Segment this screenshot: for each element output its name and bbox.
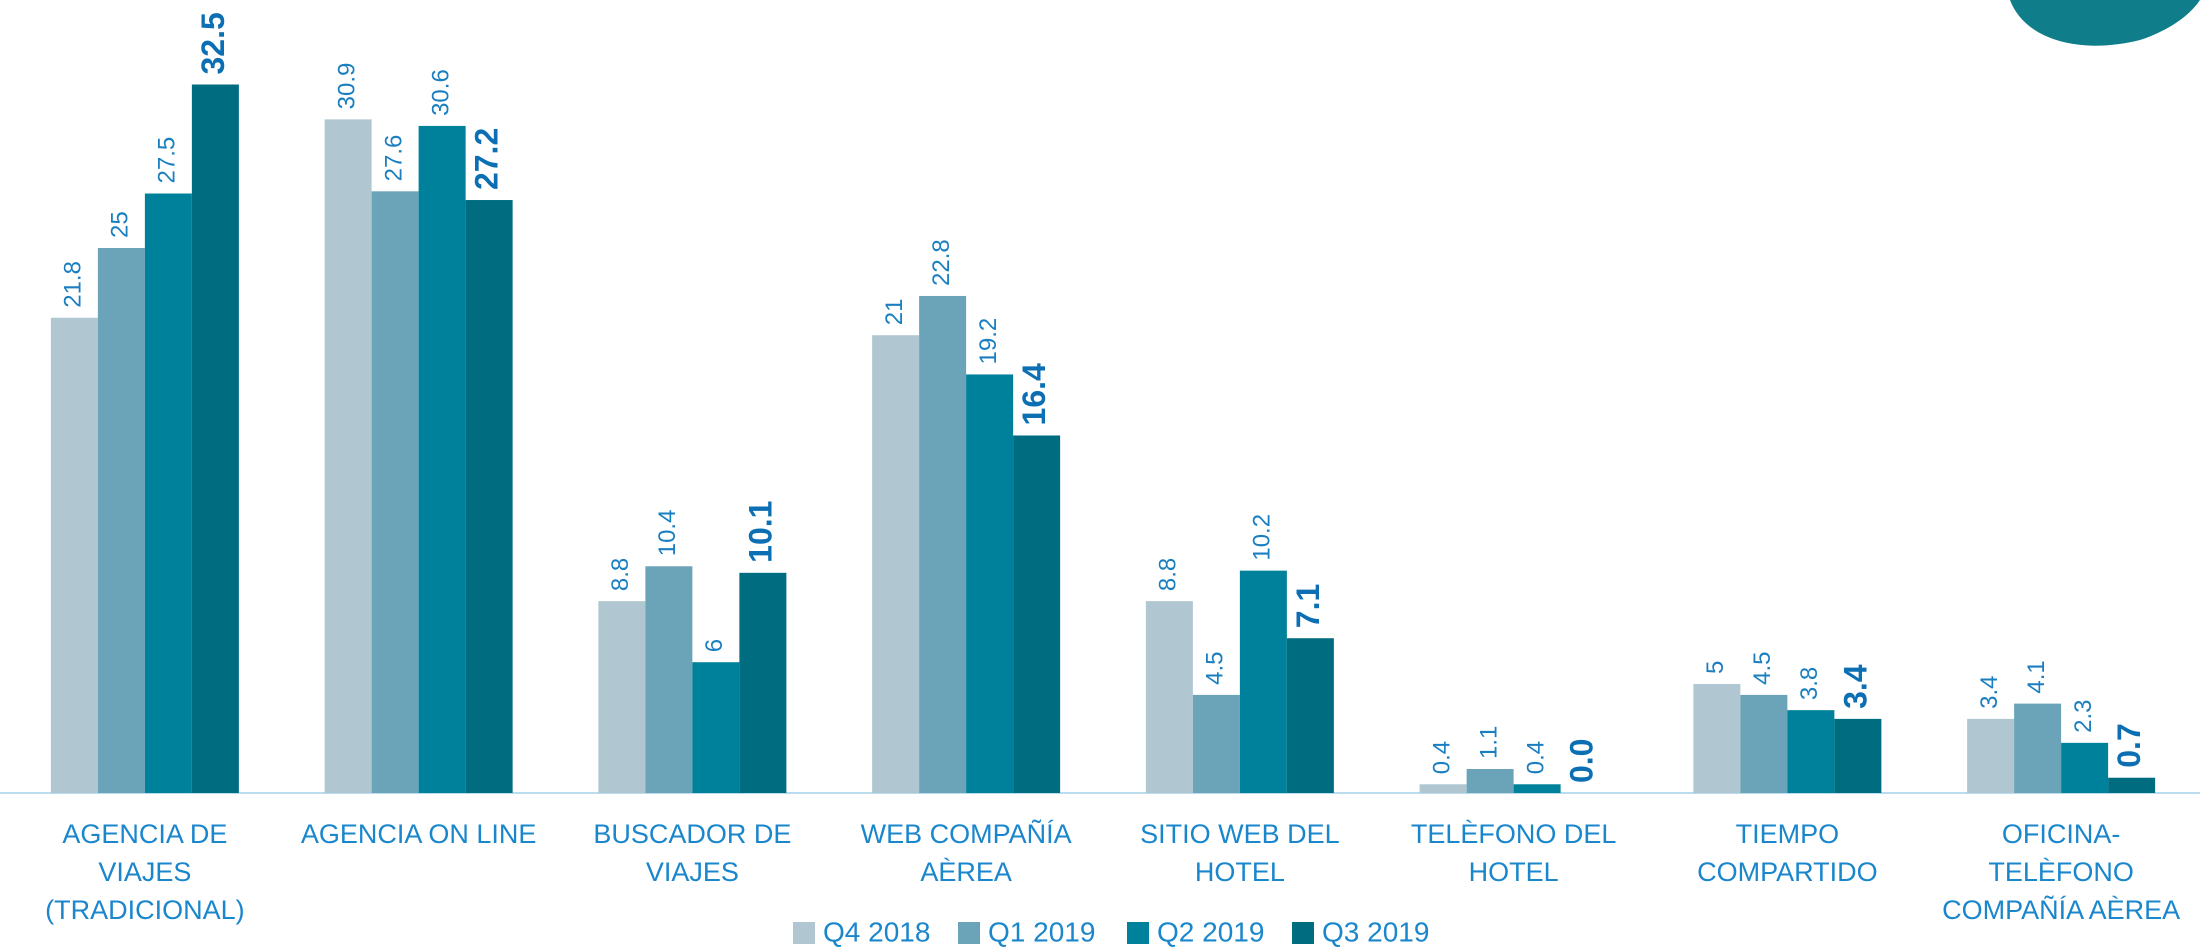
data-label: 10.1 [742,501,778,563]
legend-swatch [793,922,815,944]
data-label: 3.8 [1796,667,1823,700]
data-label: 1.1 [1475,726,1502,759]
bar [692,662,740,793]
x-tick-label: OFICINA-TELÈFONO COMPAÑÍA AÈREA [1942,819,2181,925]
data-label: 4.5 [1202,652,1229,685]
data-label: 3.4 [1837,664,1873,709]
x-tick-label: TIEMPO COMPARTIDO [1697,819,1878,887]
bar [2014,703,2062,793]
legend-swatch [1127,922,1149,944]
legend-swatch [958,922,980,944]
data-label: 27.6 [380,135,407,182]
data-label: 27.2 [469,128,505,190]
bar [97,248,145,793]
data-label: 0.4 [1522,741,1549,774]
data-label: 8.8 [1155,558,1182,591]
bar [191,84,239,793]
bar [1513,784,1561,793]
bar [919,295,967,793]
data-label: 21 [881,298,908,325]
data-label: 3.4 [1976,676,2003,709]
bar [1145,601,1193,793]
data-label: 32.5 [195,12,231,74]
data-label: 0.4 [1428,741,1455,774]
bar [1286,638,1334,793]
x-tick-label: WEB COMPAÑÍA AÈREA [860,819,1072,887]
data-label: 8.8 [607,558,634,591]
legend-label: Q3 2019 [1322,916,1429,947]
bar [1787,710,1835,793]
bar [739,572,787,793]
bar [465,200,513,794]
data-label: 22.8 [928,239,955,286]
bar [418,125,466,794]
bar [2061,742,2109,793]
legend-label: Q1 2019 [988,916,1095,947]
data-label: 25 [107,211,134,238]
bar [966,374,1014,793]
data-label: 5 [1702,661,1729,674]
data-label: 4.1 [2023,660,2050,693]
data-label: 10.2 [1249,514,1276,561]
legend-label: Q4 2018 [823,916,930,947]
bar [2108,777,2156,793]
x-tick-label: AGENCIA DE VIAJES (TRADICIONAL) [45,819,245,925]
x-tick-label: SITIO WEB DEL HOTEL [1140,819,1340,887]
bar [1693,684,1741,793]
data-label: 10.4 [654,510,681,557]
data-label: 27.5 [154,137,181,184]
data-label: 6 [701,639,728,652]
data-label: 16.4 [1016,363,1052,425]
bar [1740,694,1788,793]
decoration [2010,0,2200,46]
bar [371,191,419,793]
bar [50,317,98,793]
data-label: 7.1 [1290,584,1326,628]
bar [1967,718,2015,793]
bar [872,335,920,793]
bar [1239,570,1287,793]
legend-label: Q2 2019 [1157,916,1264,947]
bar [324,119,372,793]
data-label: 2.3 [2070,699,2097,732]
legend-swatch [1292,922,1314,944]
x-tick-label: AGENCIA ON LINE [300,819,537,849]
data-label: 0.7 [2111,723,2147,767]
bar [645,566,693,793]
bar [598,601,646,793]
data-label: 0.0 [1564,739,1600,783]
data-label: 21.8 [60,261,87,308]
data-label: 30.6 [427,69,454,116]
bar [1466,769,1514,793]
data-label: 30.9 [333,63,360,110]
bar [1419,784,1467,793]
data-label: 4.5 [1749,652,1776,685]
data-label: 19.2 [975,318,1002,365]
bar [1192,694,1240,793]
bar [1834,718,1882,793]
x-tick-label: TELÈFONO DEL HOTEL [1410,819,1617,887]
x-tick-label: BUSCADOR DE VIAJES [593,819,792,887]
bar [1013,435,1061,793]
bar [144,193,192,793]
